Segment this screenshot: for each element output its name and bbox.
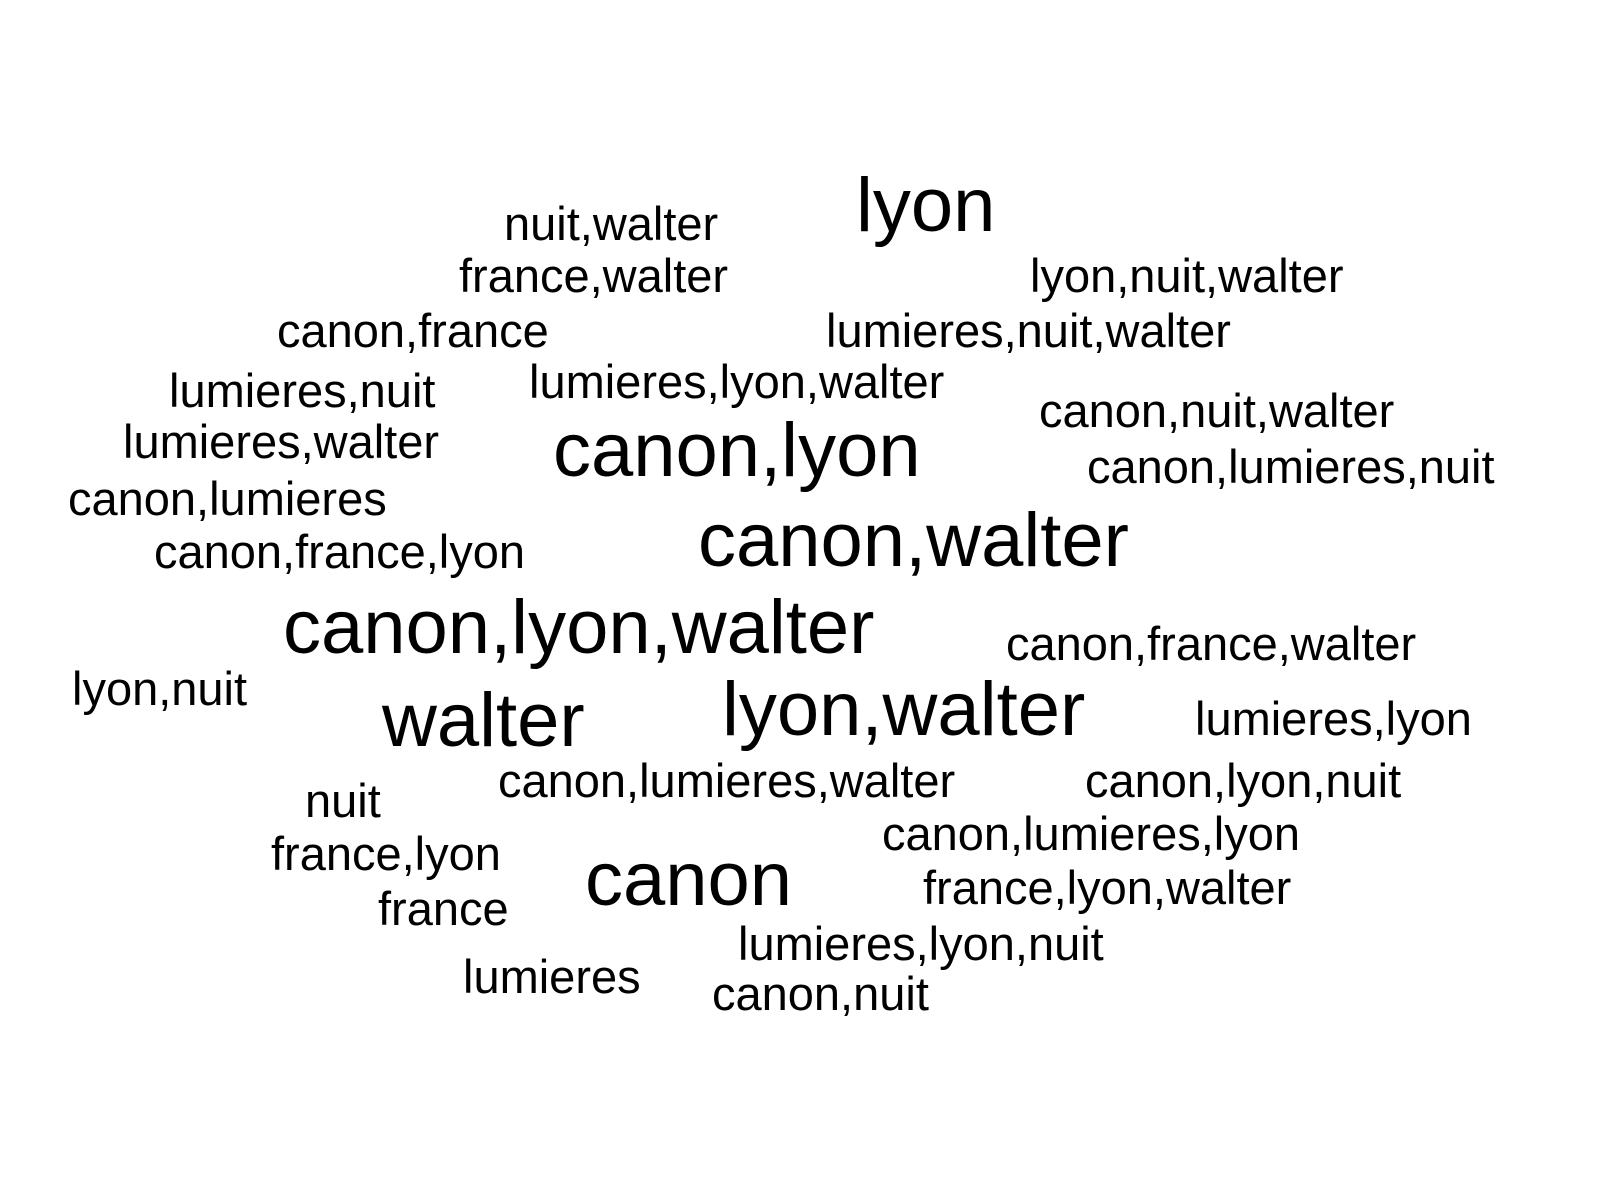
word-canon-lyon-nuit: canon,lyon,nuit (1085, 754, 1402, 807)
word-canon-lumieres-nuit: canon,lumieres,nuit (1087, 440, 1495, 493)
word-canon-lyon: canon,lyon (553, 408, 921, 493)
word-nuit-walter: nuit,walter (504, 197, 719, 250)
word-lumieres-nuit-walter: lumieres,nuit,walter (826, 304, 1231, 357)
word-lumieres-nuit: lumieres,nuit (169, 364, 436, 417)
word-lyon-nuit-walter: lyon,nuit,walter (1030, 249, 1344, 302)
word-lyon-nuit: lyon,nuit (72, 662, 248, 715)
word-canon-france-walter: canon,france,walter (1006, 617, 1417, 670)
word-nuit: nuit (305, 774, 381, 827)
word-walter: walter (382, 678, 585, 763)
word-canon-nuit-walter: canon,nuit,walter (1039, 384, 1395, 437)
word-canon-lumieres-lyon: canon,lumieres,lyon (882, 807, 1300, 860)
word-lumieres-lyon: lumieres,lyon (1195, 692, 1472, 745)
word-france-lyon-walter: france,lyon,walter (923, 861, 1292, 914)
word-lumieres-lyon-nuit: lumieres,lyon,nuit (738, 917, 1104, 970)
word-canon-walter: canon,walter (698, 498, 1129, 583)
word-lyon-walter: lyon,walter (722, 667, 1086, 752)
word-lyon: lyon (856, 163, 996, 248)
word-canon-france: canon,france (277, 304, 549, 357)
word-canon-lumieres-walter: canon,lumieres,walter (498, 754, 956, 807)
word-france-walter: france,walter (459, 249, 729, 302)
word-canon-lumieres: canon,lumieres (68, 472, 387, 525)
word-canon: canon (585, 837, 793, 922)
word-lumieres-walter: lumieres,walter (123, 415, 440, 468)
word-lumieres: lumieres (463, 950, 641, 1003)
word-france-lyon: france,lyon (271, 827, 501, 880)
word-canon-lyon-walter: canon,lyon,walter (283, 585, 875, 670)
word-france: france (378, 882, 509, 935)
word-canon-france-lyon: canon,france,lyon (154, 525, 526, 578)
word-lumieres-lyon-walter: lumieres,lyon,walter (529, 355, 945, 408)
word-canon-nuit: canon,nuit (712, 967, 929, 1020)
